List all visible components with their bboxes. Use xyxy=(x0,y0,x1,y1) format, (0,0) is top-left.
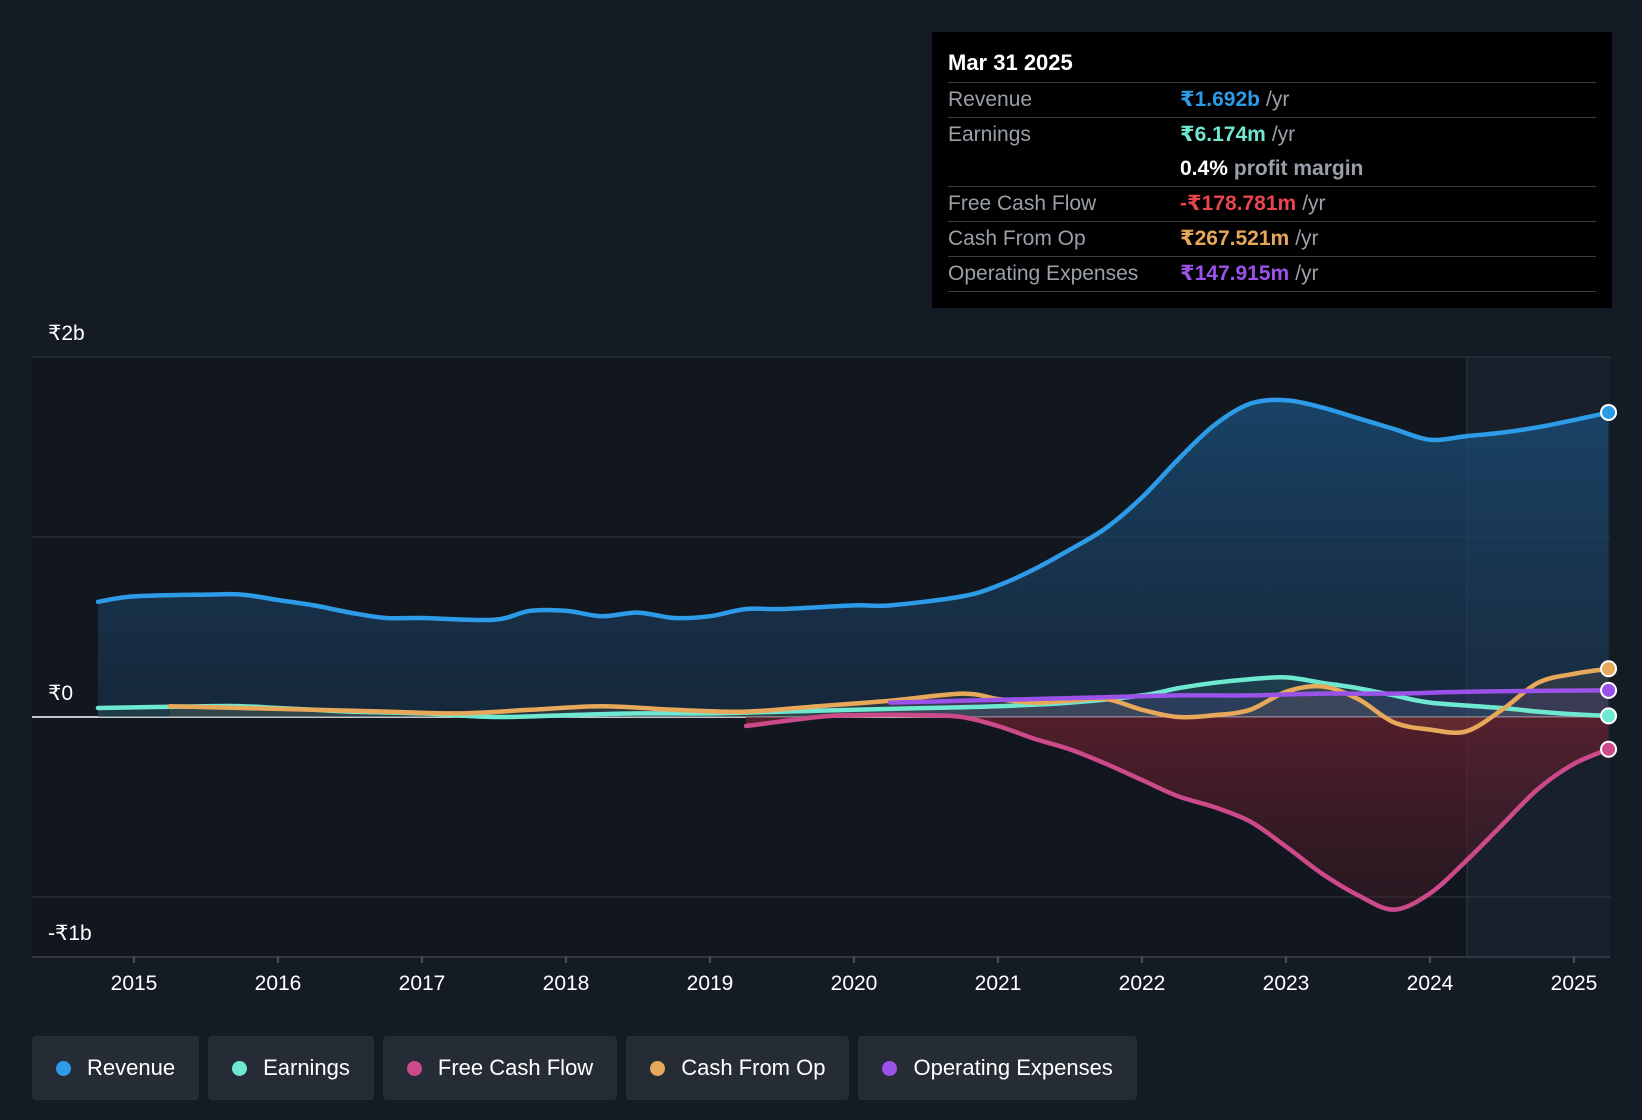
tooltip-unit: profit margin xyxy=(1233,157,1364,180)
x-tick-label: 2016 xyxy=(255,972,302,995)
cash-from-op-endpoint xyxy=(1600,660,1618,678)
x-tick-label: 2019 xyxy=(687,972,734,995)
legend-dot-icon xyxy=(650,1060,666,1076)
tooltip-unit: /yr xyxy=(1266,88,1290,111)
operating-expenses-endpoint xyxy=(1600,681,1618,699)
earnings-area xyxy=(98,677,1609,718)
legend-dot-icon xyxy=(406,1060,422,1076)
tooltip-value: ₹6.174m xyxy=(1180,123,1266,146)
legend-item-operating-expenses[interactable]: Operating Expenses xyxy=(858,1036,1137,1100)
tooltip-date: Mar 31 2025 xyxy=(948,46,1596,83)
y-label-top: ₹2b xyxy=(48,322,85,345)
cash-from-op-line xyxy=(167,666,1611,735)
legend-label: Cash From Op xyxy=(681,1055,826,1080)
tooltip-unit: /yr xyxy=(1295,262,1319,285)
free-cash-flow-endpoint xyxy=(1600,740,1618,758)
legend: Revenue Earnings Free Cash Flow Cash Fro… xyxy=(32,1036,1137,1100)
x-tick-label: 2025 xyxy=(1551,972,1598,995)
legend-dot-icon xyxy=(882,1060,898,1076)
legend-item-earnings[interactable]: Earnings xyxy=(208,1036,374,1100)
tooltip-value: -₹178.781m xyxy=(1180,192,1297,215)
free-cash-flow-area xyxy=(746,714,1609,910)
series-endpoints xyxy=(1600,403,1618,758)
tooltip-label: Cash From Op xyxy=(948,227,1086,250)
x-tick-label: 2015 xyxy=(111,972,158,995)
tooltip-label: Revenue xyxy=(948,88,1033,111)
x-tick-label: 2017 xyxy=(399,972,446,995)
legend-item-free-cash-flow[interactable]: Free Cash Flow xyxy=(382,1036,618,1100)
tooltip-row-margin: 0.4% profit margin xyxy=(948,152,1596,187)
tooltip-value: 0.4% xyxy=(1180,157,1228,180)
tooltip-label: Earnings xyxy=(948,123,1031,146)
legend-label: Earnings xyxy=(263,1055,350,1080)
operating-expenses-line xyxy=(887,688,1611,705)
x-axis-ticks: 2015 2016 2017 2018 2019 2020 2021 2022 2023 2024… xyxy=(111,957,1598,995)
tooltip-unit: /yr xyxy=(1302,192,1326,215)
tooltip-label xyxy=(948,152,1180,186)
legend-item-cash-from-op[interactable]: Cash From Op xyxy=(626,1036,850,1100)
legend-label: Free Cash Flow xyxy=(437,1055,594,1080)
tooltip-value: ₹267.521m xyxy=(1180,227,1290,250)
tooltip-row-fcf: Free Cash Flow -₹178.781m /yr xyxy=(948,187,1596,222)
x-tick-label: 2024 xyxy=(1407,972,1454,995)
revenue-area xyxy=(98,399,1609,717)
revenue-line xyxy=(95,397,1611,623)
operating-expenses-area xyxy=(890,690,1609,717)
tooltip: Mar 31 2025 Revenue ₹1.692b /yr Earnings… xyxy=(932,32,1612,308)
legend-item-revenue[interactable]: Revenue xyxy=(32,1036,200,1100)
earnings-endpoint xyxy=(1600,707,1618,725)
free-cash-flow-line xyxy=(743,712,1611,912)
tooltip-value: ₹1.692b xyxy=(1180,88,1260,111)
tooltip-unit: /yr xyxy=(1271,123,1296,146)
y-label-bottom: -₹1b xyxy=(48,922,92,945)
legend-dot-icon xyxy=(232,1060,248,1076)
tooltip-unit: /yr xyxy=(1295,227,1319,250)
legend-dot-icon xyxy=(56,1060,71,1076)
legend-label: Operating Expenses xyxy=(913,1055,1113,1080)
tooltip-value: ₹147.915m xyxy=(1180,262,1290,285)
x-tick-label: 2022 xyxy=(1119,972,1166,995)
tooltip-row-earnings: Earnings ₹6.174m /yr xyxy=(948,118,1596,152)
series-lines xyxy=(95,397,1611,912)
tooltip-row-revenue: Revenue ₹1.692b /yr xyxy=(948,83,1596,118)
tooltip-label: Free Cash Flow xyxy=(948,192,1097,215)
x-tick-label: 2023 xyxy=(1263,972,1310,995)
tooltip-row-opex: Operating Expenses ₹147.915m /yr xyxy=(948,257,1596,292)
x-tick-label: 2018 xyxy=(543,972,590,995)
legend-label: Revenue xyxy=(87,1055,176,1080)
x-tick-label: 2020 xyxy=(831,972,878,995)
x-tick-label: 2021 xyxy=(975,972,1022,995)
revenue-endpoint xyxy=(1600,403,1618,421)
y-label-zero: ₹0 xyxy=(48,682,73,705)
tooltip-row-cfo: Cash From Op ₹267.521m /yr xyxy=(948,222,1596,257)
tooltip-label: Operating Expenses xyxy=(948,262,1139,285)
